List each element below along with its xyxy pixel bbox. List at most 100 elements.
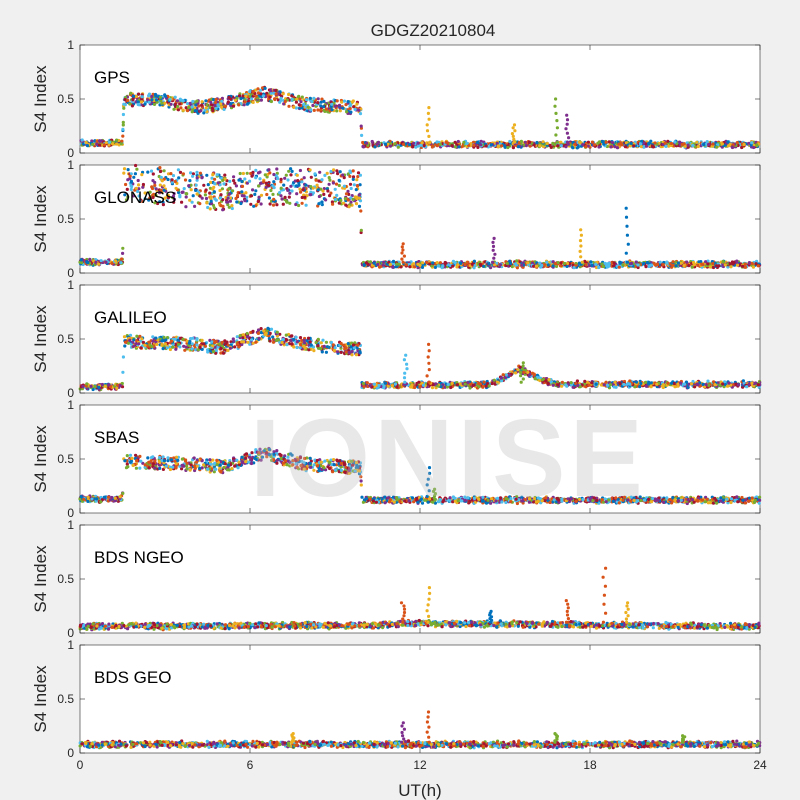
data-point — [353, 107, 357, 111]
data-point — [560, 384, 564, 388]
data-point — [212, 206, 216, 210]
data-point — [449, 385, 453, 390]
data-point — [220, 105, 224, 109]
data-point — [241, 94, 245, 98]
data-point — [208, 191, 212, 195]
data-point — [185, 192, 189, 196]
data-point — [219, 204, 223, 208]
data-point — [216, 103, 220, 107]
data-point — [618, 261, 622, 265]
data-point — [257, 195, 261, 199]
data-point — [346, 189, 350, 193]
data-point — [121, 355, 125, 359]
data-point — [276, 338, 280, 342]
data-point — [309, 193, 313, 197]
data-point — [264, 185, 268, 189]
data-point — [251, 89, 255, 94]
data-point — [319, 347, 323, 351]
data-point — [682, 142, 686, 146]
data-point — [491, 260, 495, 264]
data-point — [287, 92, 291, 97]
data-point — [251, 170, 255, 174]
data-point — [351, 197, 355, 202]
data-point — [115, 142, 119, 146]
data-point — [200, 103, 204, 107]
data-point — [330, 102, 334, 106]
data-point — [304, 203, 308, 207]
data-point — [342, 176, 346, 180]
data-point — [278, 191, 282, 195]
data-point — [181, 172, 185, 176]
data-point — [302, 102, 306, 106]
data-point — [208, 186, 212, 190]
data-point — [565, 140, 570, 144]
data-point — [628, 144, 632, 148]
data-point — [708, 265, 712, 269]
data-point — [555, 119, 559, 123]
data-point — [396, 145, 400, 149]
data-point — [209, 195, 213, 199]
data-point — [204, 99, 208, 103]
data-point — [309, 108, 313, 112]
data-point — [154, 336, 158, 340]
data-point — [280, 197, 284, 201]
data-point — [493, 252, 497, 256]
data-point — [148, 190, 152, 194]
data-point — [408, 143, 412, 147]
data-point — [342, 99, 347, 103]
data-point — [223, 173, 227, 177]
data-point — [187, 341, 191, 345]
data-point — [351, 177, 355, 181]
data-point — [188, 198, 192, 202]
data-point — [242, 103, 246, 107]
data-point — [340, 100, 344, 104]
data-point — [682, 264, 686, 268]
data-point — [246, 99, 250, 103]
data-point — [94, 260, 98, 264]
data-point — [248, 90, 252, 94]
data-point — [534, 264, 539, 268]
data-point — [95, 139, 99, 143]
data-point — [511, 126, 515, 130]
data-point — [204, 106, 208, 110]
data-point — [195, 176, 199, 180]
data-point — [178, 102, 182, 106]
data-point — [373, 145, 377, 149]
data-point — [176, 168, 180, 172]
data-point — [471, 140, 476, 144]
data-point — [571, 146, 575, 150]
data-point — [272, 180, 276, 184]
data-point — [240, 340, 244, 344]
data-point — [730, 145, 734, 149]
data-point — [304, 183, 308, 187]
data-point — [284, 173, 288, 177]
data-point — [457, 145, 461, 149]
data-point — [158, 166, 162, 170]
data-point — [160, 179, 164, 183]
data-point — [297, 183, 301, 187]
data-point — [131, 94, 136, 98]
data-point — [184, 345, 188, 349]
data-point — [226, 100, 230, 104]
data-point — [279, 96, 283, 100]
data-point — [505, 261, 509, 266]
data-point — [678, 140, 682, 144]
data-point — [359, 124, 363, 128]
data-point — [213, 197, 217, 201]
data-point — [607, 140, 611, 144]
data-point — [673, 140, 677, 144]
data-point — [215, 173, 219, 177]
data-point — [612, 385, 616, 389]
data-point — [705, 140, 709, 144]
data-point — [337, 201, 341, 205]
data-point — [170, 178, 174, 182]
data-point — [123, 193, 127, 197]
data-point — [257, 336, 261, 340]
data-point — [416, 141, 420, 145]
data-point — [263, 173, 267, 177]
data-point — [86, 261, 90, 265]
data-point — [506, 145, 510, 150]
data-point — [459, 145, 464, 149]
data-point — [349, 200, 353, 204]
data-point — [393, 142, 397, 146]
